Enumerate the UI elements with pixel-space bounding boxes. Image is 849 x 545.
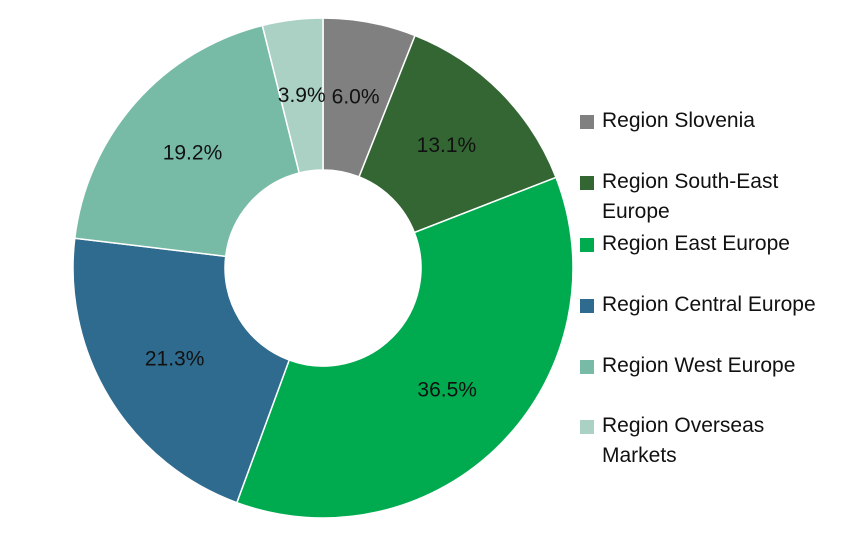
data-label-west-europe: 19.2% <box>163 141 223 164</box>
legend-item-south-east-europe: Region South-East Europe <box>580 167 802 227</box>
legend-label-slovenia: Region Slovenia <box>602 109 755 132</box>
legend: Region Slovenia Region South-East Europe… <box>580 106 845 471</box>
slice-central-europe <box>72 237 291 504</box>
legend-item-slovenia: Region Slovenia <box>580 106 845 136</box>
data-label-overseas-markets: 3.9% <box>278 84 326 107</box>
legend-swatch-south-east-europe <box>580 176 594 190</box>
legend-label-overseas-markets: Region Overseas Markets <box>602 414 765 467</box>
legend-label-central-europe: Region Central Europe <box>602 293 816 316</box>
data-label-slovenia: 6.0% <box>332 86 380 109</box>
legend-item-overseas-markets: Region Overseas Markets <box>580 411 802 471</box>
slice-east-europe <box>235 176 574 519</box>
legend-swatch-slovenia <box>580 115 594 129</box>
legend-swatch-west-europe <box>580 360 594 374</box>
legend-item-west-europe: Region West Europe <box>580 351 845 381</box>
legend-item-central-europe: Region Central Europe <box>580 290 845 320</box>
legend-label-west-europe: Region West Europe <box>602 354 796 377</box>
legend-swatch-east-europe <box>580 238 594 252</box>
data-label-central-europe: 21.3% <box>145 347 205 370</box>
legend-label-south-east-europe: Region South-East Europe <box>602 170 779 223</box>
data-label-east-europe: 36.5% <box>417 378 477 401</box>
legend-label-east-europe: Region East Europe <box>602 232 790 255</box>
slice-west-europe <box>73 24 301 258</box>
legend-item-east-europe: Region East Europe <box>580 229 845 259</box>
slice-south-east-europe <box>358 34 557 234</box>
legend-swatch-overseas-markets <box>580 420 594 434</box>
data-label-south-east-europe: 13.1% <box>417 134 477 157</box>
slice-overseas-markets <box>261 17 324 174</box>
legend-swatch-central-europe <box>580 299 594 313</box>
